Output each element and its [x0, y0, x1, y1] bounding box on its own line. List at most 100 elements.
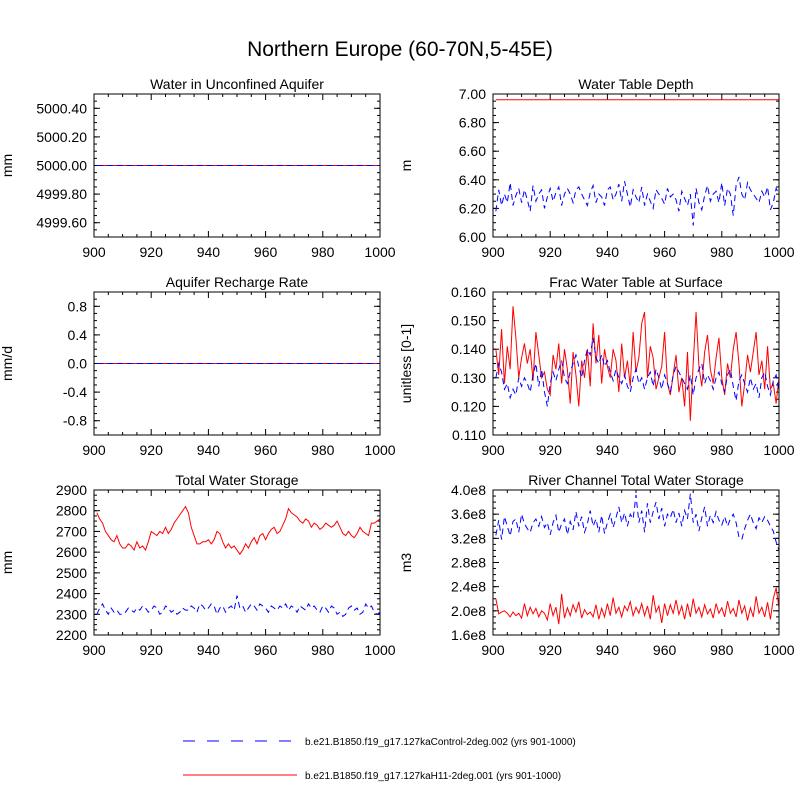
y-tick-label: 4.0e8: [451, 482, 486, 498]
panel-title: Aquifer Recharge Rate: [166, 274, 309, 290]
series-line-h11: [495, 587, 780, 625]
y-axis-label: mm/d: [0, 346, 15, 381]
panel-title: River Channel Total Water Storage: [528, 472, 744, 488]
x-tick-label: 960: [254, 442, 278, 458]
x-tick-label: 940: [596, 244, 620, 260]
y-tick-label: 6.00: [459, 229, 486, 245]
x-tick-label: 960: [254, 244, 278, 260]
figure-title: Northern Europe (60-70N,5-45E): [247, 38, 553, 61]
y-tick-label: 2400: [56, 586, 87, 602]
series-line-control: [495, 337, 780, 407]
x-tick-label: 1000: [364, 642, 395, 658]
y-tick-label: 2.0e8: [451, 603, 486, 619]
x-tick-label: 940: [596, 642, 620, 658]
y-tick-label: 0.150: [451, 313, 486, 329]
x-tick-label: 900: [82, 442, 106, 458]
y-tick-label: -0.8: [63, 413, 87, 429]
y-tick-label: 6.40: [459, 172, 486, 188]
x-tick-label: 940: [197, 642, 221, 658]
panels: Water in Unconfined Aquifer mm 900 920 940 96…: [0, 76, 795, 658]
panel-title: Water Table Depth: [578, 76, 693, 92]
x-tick-label: 1000: [763, 642, 794, 658]
plot-frame: [93, 291, 381, 436]
y-tick-label: 1.6e8: [451, 627, 486, 643]
y-tick-label: -0.4: [63, 384, 87, 400]
x-tick-label: 920: [539, 244, 563, 260]
x-tick-label: 980: [311, 642, 335, 658]
y-tick-label: 0.110: [452, 427, 486, 443]
y-tick-label: 5000.20: [36, 129, 87, 145]
x-tick-label: 900: [481, 244, 505, 260]
panel-3: Aquifer Recharge Rate mm/d 900 920 940 960 980…: [0, 274, 396, 458]
series-line-control: [495, 493, 780, 551]
y-tick-label: 0.0: [68, 356, 88, 372]
x-tick-label: 920: [140, 244, 164, 260]
x-tick-label: 980: [710, 442, 734, 458]
series-line-h11: [96, 505, 381, 556]
y-tick-label: 0.8: [68, 298, 88, 314]
x-tick-label: 940: [596, 442, 620, 458]
y-axis-label: m3: [398, 553, 414, 573]
panel-4: Frac Water Table at Surface unitless [0-1…: [398, 274, 795, 458]
panel-2: Water Table Depth m 900 920 940 960 980 1000 6.0…: [398, 76, 795, 260]
plot-frame: [93, 489, 381, 636]
y-tick-label: 2600: [56, 544, 87, 560]
x-tick-label: 920: [140, 442, 164, 458]
plot-frame: [93, 93, 381, 238]
plot-frame: [492, 93, 780, 238]
x-tick-label: 980: [311, 244, 335, 260]
x-tick-label: 980: [311, 442, 335, 458]
panel-1: Water in Unconfined Aquifer mm 900 920 940 96…: [0, 76, 396, 260]
x-tick-label: 960: [653, 244, 677, 260]
y-tick-label: 3.2e8: [451, 530, 486, 546]
y-tick-label: 5000.00: [36, 158, 87, 174]
y-tick-label: 2700: [56, 523, 87, 539]
x-tick-label: 900: [82, 244, 106, 260]
y-tick-label: 5000.40: [36, 100, 87, 116]
series-line-control: [96, 595, 381, 618]
x-tick-label: 920: [539, 442, 563, 458]
x-tick-label: 900: [481, 642, 505, 658]
y-tick-label: 2.4e8: [451, 579, 486, 595]
x-tick-label: 1000: [763, 442, 794, 458]
y-tick-label: 2200: [56, 627, 87, 643]
series-line-h11: [495, 306, 780, 421]
legend-label-h11: b.e21.B1850.f19_g17.127kaH11-2deg.001 (y…: [305, 771, 561, 782]
y-tick-label: 0.160: [451, 284, 486, 300]
y-tick-label: 2500: [56, 565, 87, 581]
legend-label-control: b.e21.B1850.f19_g17.127kaControl-2deg.00…: [305, 737, 576, 748]
panel-title: Frac Water Table at Surface: [549, 274, 723, 290]
x-tick-label: 920: [140, 642, 164, 658]
x-tick-label: 900: [82, 642, 106, 658]
y-tick-label: 4999.60: [36, 215, 87, 231]
x-tick-label: 960: [254, 642, 278, 658]
y-axis-label: m: [398, 160, 414, 172]
x-tick-label: 940: [197, 244, 221, 260]
y-axis-label: unitless [0-1]: [398, 324, 414, 403]
y-tick-label: 0.130: [451, 370, 486, 386]
x-tick-label: 900: [481, 442, 505, 458]
x-tick-label: 980: [710, 642, 734, 658]
panel-6: River Channel Total Water Storage m3 900 92…: [398, 472, 795, 658]
y-tick-label: 6.80: [459, 115, 486, 131]
x-tick-label: 960: [653, 642, 677, 658]
y-tick-label: 6.60: [459, 143, 486, 159]
y-tick-label: 2800: [56, 503, 87, 519]
y-tick-label: 6.20: [459, 200, 486, 216]
y-tick-label: 0.4: [68, 327, 88, 343]
y-tick-label: 3.6e8: [451, 506, 486, 522]
x-tick-label: 1000: [763, 244, 794, 260]
x-tick-label: 980: [710, 244, 734, 260]
x-tick-label: 960: [653, 442, 677, 458]
legend: b.e21.B1850.f19_g17.127kaControl-2deg.00…: [183, 737, 576, 782]
y-axis-label: mm: [0, 551, 15, 574]
x-tick-label: 920: [539, 642, 563, 658]
y-tick-label: 0.120: [451, 398, 486, 414]
x-tick-label: 1000: [364, 244, 395, 260]
y-axis-label: mm: [0, 154, 15, 177]
y-tick-label: 2300: [56, 606, 87, 622]
x-tick-label: 940: [197, 442, 221, 458]
panel-5: Total Water Storage mm 900 920 940 960 980 1000…: [0, 472, 396, 658]
plot-frame: [492, 489, 780, 636]
series-line-control: [495, 176, 780, 226]
